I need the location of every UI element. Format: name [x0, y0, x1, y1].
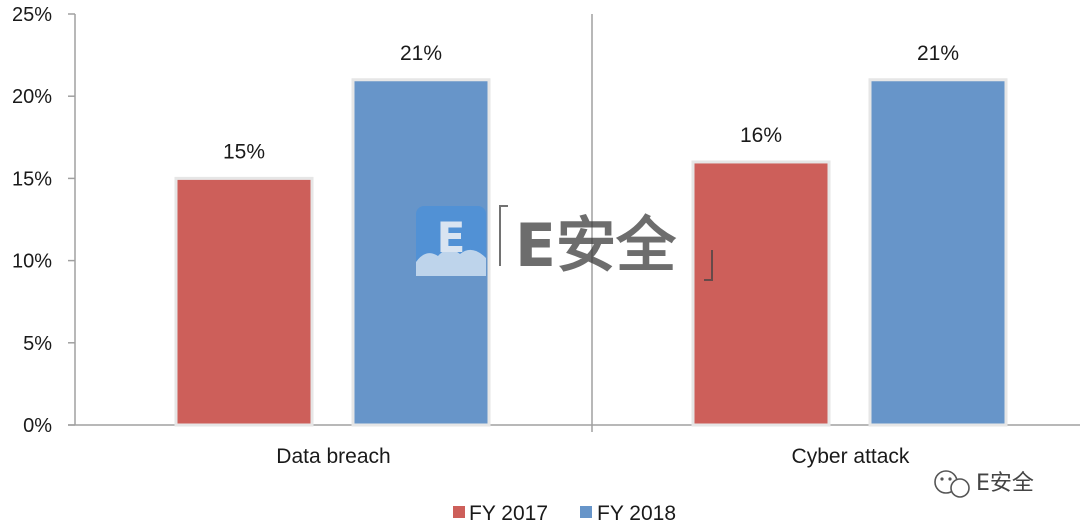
bar-value-label: 21% [400, 42, 442, 65]
y-axis-ticks: 0% 5% 10% 15% 20% 25% [12, 4, 75, 437]
bar-value-label: 16% [740, 124, 782, 147]
y-tick-label: 15% [12, 168, 52, 190]
legend-swatch-fy2018 [580, 506, 592, 518]
y-tick-label: 5% [23, 333, 52, 355]
y-tick-label: 10% [12, 251, 52, 273]
wechat-icon [934, 470, 970, 498]
bar [174, 176, 314, 427]
bar [691, 160, 831, 427]
x-category-label: Data breach [276, 445, 390, 468]
watermark: E E安全 [416, 205, 713, 281]
bar [868, 78, 1008, 427]
legend-label-fy2017: FY 2017 [469, 502, 548, 525]
data-labels: 15% 16% 21% 21% [223, 42, 959, 164]
y-tick-label: 20% [12, 86, 52, 108]
y-tick-label: 25% [12, 4, 52, 26]
watermark-logo-letter: E [437, 213, 466, 262]
legend: FY 2017 FY 2018 [453, 502, 676, 525]
y-tick-label: 0% [23, 415, 52, 437]
legend-swatch-fy2017 [453, 506, 465, 518]
corner-watermark: E安全 [934, 470, 1034, 498]
corner-watermark-text: E安全 [976, 471, 1034, 496]
category-labels: Data breach Cyber attack [276, 445, 910, 468]
watermark-left-bracket [499, 205, 508, 266]
watermark-right-bracket [704, 250, 713, 281]
watermark-cloud-icon [416, 249, 486, 276]
watermark-text: E安全 [515, 211, 677, 281]
x-category-label: Cyber attack [792, 445, 910, 468]
legend-label-fy2018: FY 2018 [597, 502, 676, 525]
bar-value-label: 15% [223, 140, 265, 163]
bar-value-label: 21% [917, 42, 959, 65]
